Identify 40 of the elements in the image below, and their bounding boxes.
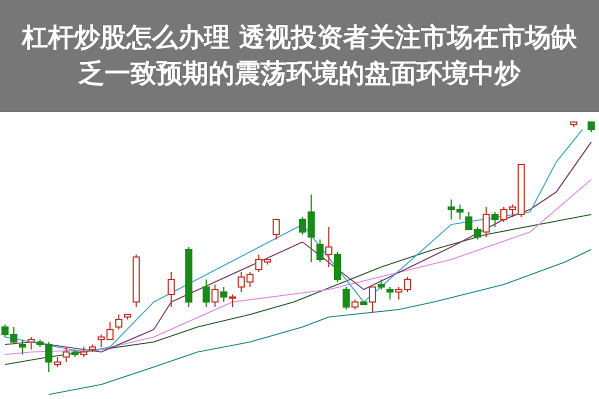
- candlestick: [115, 314, 122, 330]
- candlestick: [456, 204, 464, 220]
- candlestick: [106, 321, 114, 340]
- candlestick: [18, 338, 26, 356]
- candlestick: [298, 216, 306, 236]
- candlestick: [10, 326, 18, 346]
- candlestick: [316, 238, 324, 263]
- candlestick: [272, 218, 280, 240]
- candlestick: [368, 286, 376, 313]
- candlestick: [228, 294, 236, 308]
- candlestick: [378, 278, 385, 290]
- candlestick: [62, 346, 70, 363]
- candlestick: [1, 324, 9, 338]
- candlestick: [246, 271, 254, 288]
- candlestick: [386, 286, 394, 300]
- candlestick: [508, 204, 516, 218]
- candlestick: [255, 254, 262, 273]
- candlestick: [325, 226, 332, 268]
- candlestick: [220, 286, 228, 303]
- candlestick: [491, 211, 499, 228]
- candlestick: [211, 284, 219, 308]
- candlestick: [238, 271, 245, 293]
- candlestick: [500, 206, 508, 223]
- candlestick: [482, 206, 490, 238]
- candlestick: [465, 211, 472, 230]
- candlestick: [588, 121, 595, 133]
- chart-title: 杠杆炒股怎么办理 透视投资者关注市场在市场缺乏一致预期的震荡环境的盘面环境中炒: [0, 0, 599, 112]
- candlestick: [80, 346, 88, 358]
- candlestick: [351, 298, 359, 310]
- candlestick: [342, 286, 350, 310]
- candlestick: [98, 334, 105, 348]
- candlestick: [45, 341, 52, 373]
- candlestick: [28, 336, 35, 350]
- candlestick: [474, 226, 482, 240]
- candlestick: [448, 198, 455, 220]
- candlestick: [54, 356, 62, 368]
- candlestick: [395, 286, 402, 300]
- candlestick: [168, 271, 175, 308]
- candlestick: [404, 276, 412, 293]
- candlestick: [202, 278, 210, 308]
